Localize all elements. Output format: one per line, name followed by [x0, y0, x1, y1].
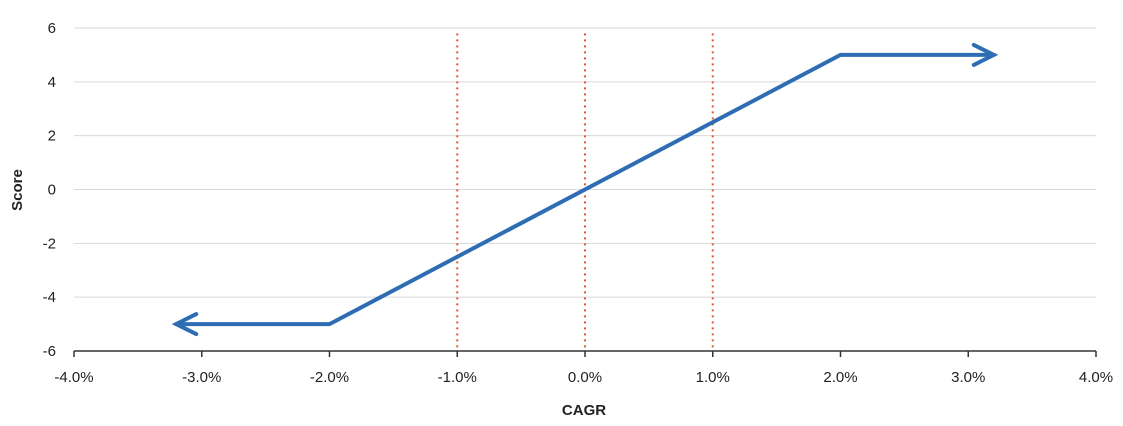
x-tick-label: -2.0% [310, 369, 349, 386]
series-arrowhead-right [971, 42, 999, 67]
x-tick-label: 0.0% [568, 369, 602, 386]
y-axis-title: Score [9, 169, 26, 211]
x-tick-label: -1.0% [438, 369, 477, 386]
y-tick-label: -2 [43, 235, 56, 252]
tick-labels: -6 -4 -2 0 2 4 6 -4.0% -3.0% -2.0% -1.0% 0.0% 1.0% 2.… [43, 20, 1113, 386]
x-axis-title: CAGR [562, 402, 606, 419]
series-arrowhead-left [171, 312, 199, 337]
x-tick-label: -4.0% [54, 369, 93, 386]
x-tick-label: 2.0% [823, 369, 857, 386]
series-layer [171, 42, 999, 337]
y-tick-label: 2 [48, 128, 56, 145]
x-tick-label: 1.0% [696, 369, 730, 386]
series-line [174, 52, 996, 327]
y-tick-label: 6 [48, 20, 56, 37]
x-tick-label: 3.0% [951, 369, 985, 386]
x-tick-label: 4.0% [1079, 369, 1113, 386]
y-tick-label: 0 [48, 182, 56, 199]
x-tick-label: -3.0% [182, 369, 221, 386]
y-tick-label: -4 [43, 289, 56, 306]
axes [73, 350, 1097, 357]
reference-lines [456, 33, 714, 351]
y-tick-label: -6 [43, 343, 56, 360]
y-tick-label: 4 [48, 74, 56, 91]
